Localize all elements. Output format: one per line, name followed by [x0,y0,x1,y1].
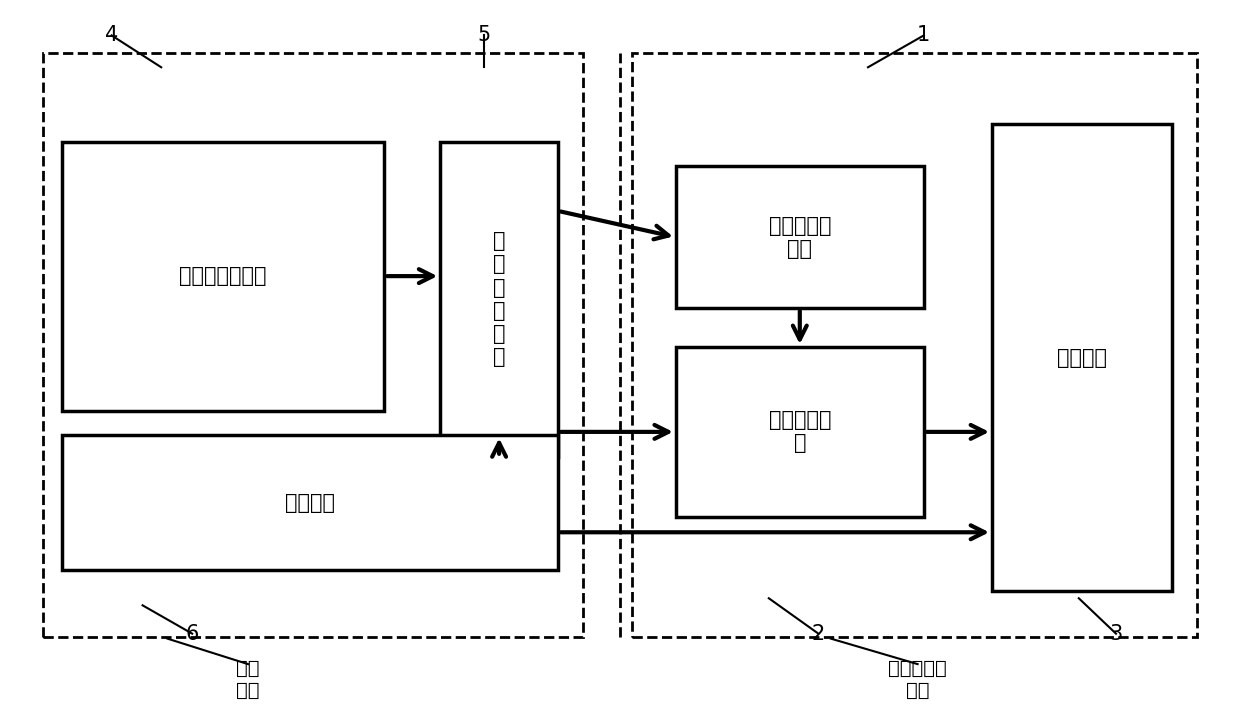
Text: 4: 4 [105,25,118,45]
Text: 1: 1 [918,25,930,45]
Bar [992,124,1172,591]
Text: 信息处理电
路: 信息处理电 路 [769,410,831,454]
Text: 可见光接收
模块: 可见光接收 模块 [888,659,947,700]
Bar [62,435,558,570]
Bar [62,142,384,411]
Text: 能
量
收
集
电
路: 能 量 收 集 电 路 [492,231,506,367]
Bar [43,53,583,637]
Bar [632,53,1197,637]
Text: 光伏
模块: 光伏 模块 [237,659,259,700]
Text: 3: 3 [1110,624,1122,644]
Text: 光电二极管
阵列: 光电二极管 阵列 [769,215,831,259]
Bar [676,347,924,517]
Text: 主控单元: 主控单元 [1056,348,1107,367]
Bar [440,142,558,457]
Text: 5: 5 [477,25,490,45]
Text: 6: 6 [186,624,198,644]
Text: 光伏电池板阵列: 光伏电池板阵列 [180,266,267,286]
Text: 储能元件: 储能元件 [285,493,335,513]
Text: 2: 2 [812,624,825,644]
Bar [676,166,924,308]
